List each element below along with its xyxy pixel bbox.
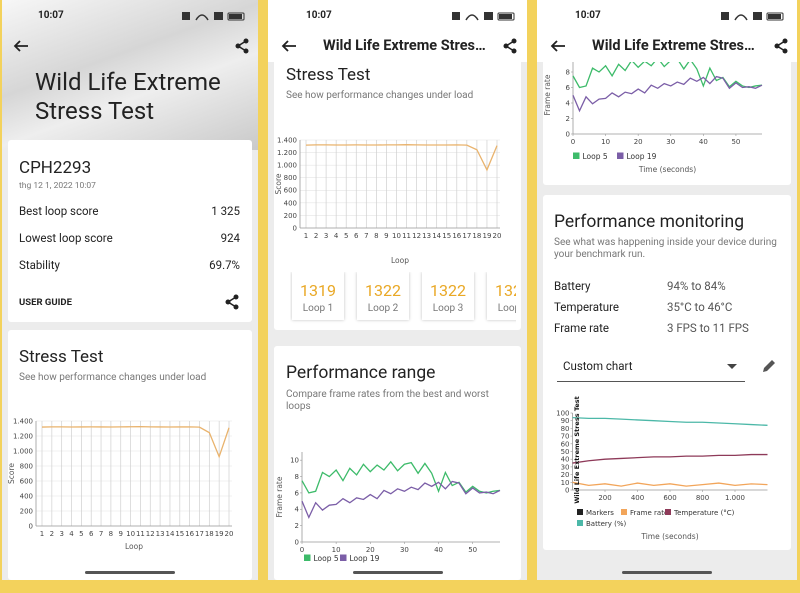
stat-value: 94% to 84% bbox=[667, 279, 726, 293]
loop-score: 1322 bbox=[365, 281, 401, 300]
loop-label: Loop 4 bbox=[497, 303, 516, 314]
card-title: Performance range bbox=[286, 363, 436, 383]
stat-label: Frame rate bbox=[554, 321, 609, 335]
card-subtitle: See how performance changes under load bbox=[19, 372, 207, 383]
stat-label: Stability bbox=[19, 258, 60, 272]
result-date: thg 12 1, 2022 10:07 bbox=[19, 181, 96, 191]
stat-value: 3 FPS to 11 FPS bbox=[667, 321, 749, 335]
loop-card[interactable]: 1322 Loop 2 bbox=[357, 272, 409, 320]
loop-score: 1319 bbox=[300, 281, 336, 300]
header-image bbox=[2, 0, 258, 150]
toolbar-title: Wild Life Extreme Stress Test bbox=[323, 37, 493, 54]
loop-card[interactable]: 1320 Loop 4 bbox=[487, 272, 516, 320]
page-title: Wild Life Extreme Stress Test bbox=[35, 68, 221, 125]
loop-card[interactable]: 1322 Loop 3 bbox=[422, 272, 474, 320]
card-subtitle: Compare frame rates from the best and wo… bbox=[286, 389, 489, 412]
stat-row: Best loop score 1 325 bbox=[19, 204, 240, 220]
loop-score: 1322 bbox=[430, 281, 466, 300]
loop-label: Loop 1 bbox=[302, 303, 334, 314]
loop-cards: 1319 Loop 1 1322 Loop 2 1322 Loop 3 1320 Loo… bbox=[290, 272, 516, 326]
status-icons bbox=[452, 12, 515, 21]
dropdown-arrow bbox=[727, 364, 737, 369]
stat-row: Battery 94% to 84% bbox=[554, 279, 774, 295]
stat-value: 35°C to 46°C bbox=[667, 300, 733, 314]
stat-value: 1 325 bbox=[211, 204, 240, 218]
stat-label: Best loop score bbox=[19, 204, 99, 218]
stat-row: Stability 69.7% bbox=[19, 258, 240, 274]
range-card: Performance range Compare frame rates fr… bbox=[274, 346, 521, 580]
share-button[interactable] bbox=[224, 294, 240, 310]
status-time: 10:07 bbox=[575, 10, 601, 21]
card-title: Performance monitoring bbox=[554, 212, 745, 232]
stat-value: 924 bbox=[220, 231, 240, 245]
dropdown-label: Custom chart bbox=[563, 359, 633, 373]
status-icons bbox=[182, 12, 245, 21]
stress-card: Stress Test See how performance changes … bbox=[8, 330, 252, 580]
user-guide-link[interactable]: USER GUIDE bbox=[19, 297, 72, 308]
stress-card: Stress Test See how performance changes … bbox=[274, 40, 521, 330]
stat-value: 69.7% bbox=[209, 258, 240, 272]
loop-label: Loop 3 bbox=[432, 303, 464, 314]
nav-bar bbox=[352, 571, 443, 574]
card-title: Stress Test bbox=[286, 65, 371, 85]
loop-score: 1320 bbox=[495, 281, 516, 300]
stat-row: Lowest loop score 924 bbox=[19, 231, 240, 247]
card-subtitle: See how performance changes under load bbox=[286, 90, 474, 101]
status-time: 10:07 bbox=[306, 10, 332, 21]
status-time: 10:07 bbox=[38, 10, 64, 21]
toolbar-title: Wild Life Extreme Stress Test bbox=[592, 37, 762, 54]
stat-label: Battery bbox=[554, 279, 591, 293]
back-button[interactable] bbox=[549, 38, 567, 54]
phone-screen: 10:07 Wild Life Extreme Stress Test CPH2… bbox=[2, 0, 258, 580]
nav-bar bbox=[85, 571, 175, 574]
chart-dropdown[interactable]: Custom chart bbox=[557, 355, 745, 382]
card-title: Stress Test bbox=[19, 347, 104, 367]
nav-bar bbox=[622, 571, 712, 574]
phone-screen: 10:07 Wild Life Extreme Stress Test Stre… bbox=[268, 0, 527, 580]
loop-card[interactable]: 1319 Loop 1 bbox=[292, 272, 344, 320]
share-button[interactable] bbox=[502, 38, 518, 54]
monitoring-card: Performance monitoring See what was happ… bbox=[543, 195, 791, 550]
toolbar: 10:07 Wild Life Extreme Stress Test bbox=[537, 0, 797, 62]
phone-screen: 10:07 Wild Life Extreme Stress Test Perf… bbox=[537, 0, 797, 580]
stat-row: Frame rate 3 FPS to 11 FPS bbox=[554, 321, 774, 337]
status-icons bbox=[721, 12, 784, 21]
edit-button[interactable] bbox=[761, 358, 777, 374]
stat-label: Temperature bbox=[554, 300, 619, 314]
toolbar: 10:07 Wild Life Extreme Stress Test bbox=[268, 0, 527, 62]
share-button[interactable] bbox=[773, 38, 789, 54]
card-subtitle: See what was happening inside your devic… bbox=[554, 237, 777, 260]
device-name: CPH2293 bbox=[19, 158, 92, 178]
stat-label: Lowest loop score bbox=[19, 231, 113, 245]
loop-label: Loop 2 bbox=[367, 303, 399, 314]
stat-row: Temperature 35°C to 46°C bbox=[554, 300, 774, 316]
result-card: CPH2293 thg 12 1, 2022 10:07 Best loop s… bbox=[8, 140, 252, 322]
back-button[interactable] bbox=[280, 38, 298, 54]
share-button[interactable] bbox=[234, 38, 250, 54]
back-button[interactable] bbox=[12, 38, 30, 54]
